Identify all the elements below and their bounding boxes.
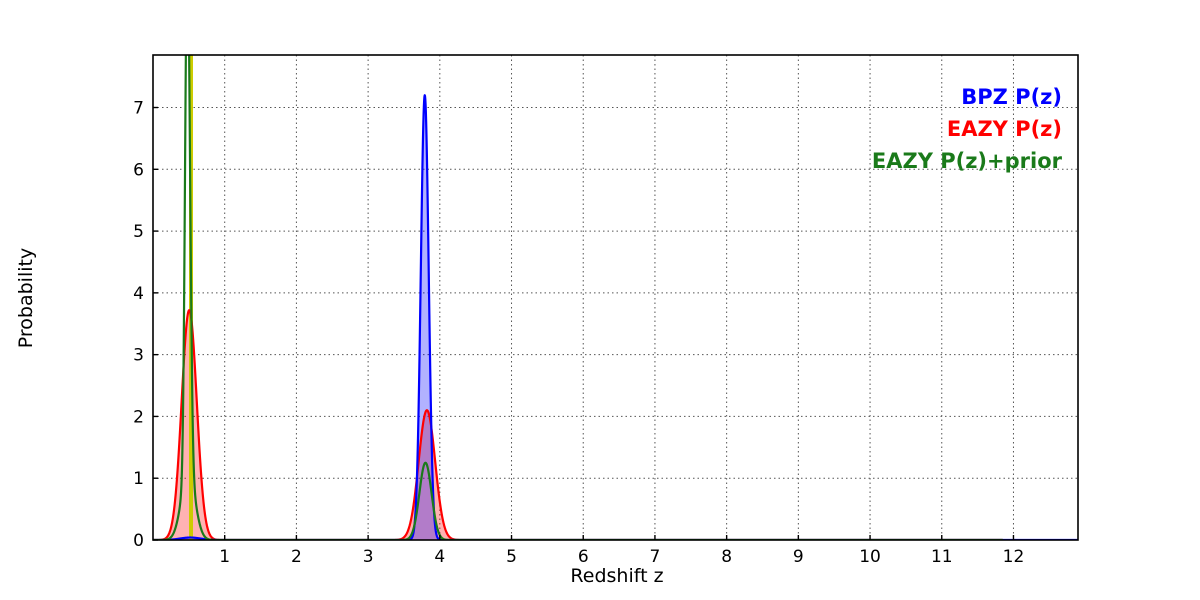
plot-border [152,54,1079,541]
x-tick-label: 7 [650,547,661,567]
legend-entry-2: EAZY P(z)+prior [872,149,1063,173]
x-tick-label: 9 [793,547,804,567]
x-axis-title: Redshift z [570,565,663,587]
legend: BPZ P(z) EAZY P(z) EAZY P(z)+prior [872,85,1063,173]
gridlines [153,55,1078,540]
y-tick-label: 7 [133,99,144,119]
y-tick-label: 5 [133,222,144,242]
y-tick-label: 3 [133,346,144,366]
legend-entry-1: EAZY P(z) [947,117,1062,141]
y-axis-title: Probability [15,248,37,348]
x-tick-label: 5 [506,547,517,567]
x-tick-label: 6 [578,547,589,567]
y-tick-label: 6 [133,160,144,180]
x-tick-label: 1 [219,547,230,567]
x-tick-label: 4 [434,547,445,567]
y-tick-label: 2 [133,407,144,427]
x-tick-label: 2 [291,547,302,567]
legend-entry-0: BPZ P(z) [961,85,1062,109]
axis-ticks [153,106,1015,541]
x-tick-label: 10 [859,547,881,567]
x-tick-label: 3 [363,547,374,567]
plot-frame [152,54,1079,541]
x-tick-label: 11 [931,547,953,567]
y-tick-label: 4 [133,284,144,304]
y-tick-label: 1 [133,469,144,489]
x-tick-label: 12 [1003,547,1025,567]
y-tick-label: 0 [133,531,144,551]
x-tick-label: 8 [721,547,732,567]
